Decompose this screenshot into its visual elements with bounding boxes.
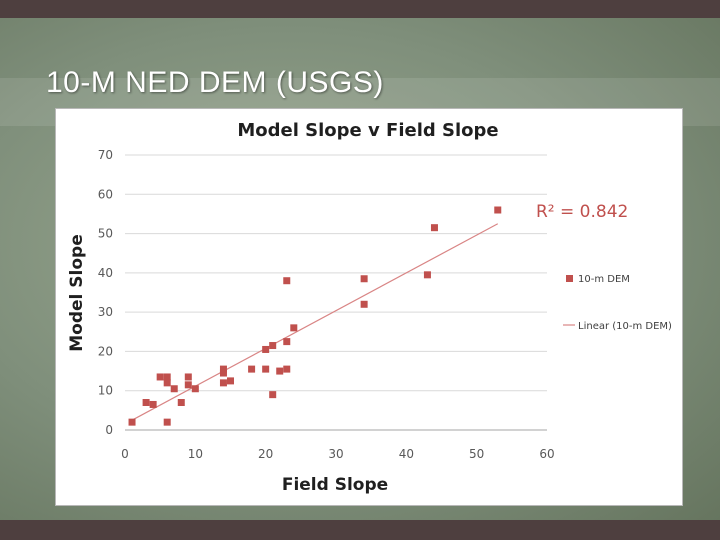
- gridlines: [125, 154, 547, 431]
- scatter-chart: Model Slope v Field Slope Model Slope Fi…: [67, 120, 672, 495]
- y-tick-label: 0: [105, 423, 113, 437]
- data-point: [360, 300, 368, 308]
- data-point: [423, 271, 431, 279]
- y-tick-label: 10: [98, 384, 113, 398]
- x-tick-label: 40: [399, 447, 414, 461]
- data-point: [494, 206, 502, 214]
- y-tick-label: 70: [98, 148, 113, 162]
- top-border-bar: [0, 0, 720, 18]
- data-points: [128, 206, 502, 426]
- data-point: [170, 385, 178, 393]
- legend-marker-series: [566, 275, 573, 282]
- chart-title: Model Slope v Field Slope: [237, 120, 498, 141]
- data-point: [219, 365, 227, 373]
- x-tick-label: 0: [121, 447, 129, 461]
- data-point: [269, 342, 277, 350]
- data-point: [163, 379, 171, 387]
- data-point: [227, 377, 234, 385]
- data-point: [149, 400, 157, 408]
- chart-panel: Model Slope v Field Slope Model Slope Fi…: [55, 108, 683, 506]
- x-tick-label: 60: [539, 447, 554, 461]
- data-point: [219, 369, 227, 377]
- data-point: [191, 385, 199, 393]
- x-tick-label: 20: [258, 447, 273, 461]
- x-tick-label: 10: [188, 447, 203, 461]
- data-point: [248, 365, 256, 373]
- data-point: [184, 373, 192, 381]
- data-point: [156, 373, 164, 381]
- legend: 10-m DEM Linear (10-m DEM): [563, 274, 672, 332]
- y-tick-label: 30: [98, 305, 113, 319]
- data-point: [262, 365, 270, 373]
- axis-ticks: 0 10 20 30 40 50 60 70 0 10 20 30 40 50 60: [98, 148, 555, 461]
- data-point: [283, 277, 291, 285]
- data-point: [177, 399, 185, 406]
- x-axis-label: Field Slope: [282, 475, 388, 495]
- data-point: [290, 324, 298, 332]
- slide-title: 10-M NED DEM (USGS): [46, 66, 384, 99]
- y-tick-label: 20: [98, 344, 113, 358]
- data-point: [269, 391, 277, 399]
- y-tick-label: 50: [98, 227, 113, 241]
- x-tick-label: 30: [328, 447, 343, 461]
- data-point: [283, 338, 291, 346]
- r-squared-annotation: R² = 0.842: [536, 202, 628, 222]
- data-point: [262, 345, 270, 353]
- data-point: [283, 365, 291, 373]
- data-point: [219, 379, 227, 387]
- data-point: [163, 418, 171, 426]
- y-tick-label: 60: [98, 187, 113, 201]
- data-point: [128, 418, 136, 426]
- legend-trendline-label: Linear (10-m DEM): [578, 321, 672, 332]
- legend-series-label: 10-m DEM: [578, 274, 630, 285]
- x-tick-label: 50: [469, 447, 484, 461]
- data-point: [184, 381, 192, 389]
- y-axis-label: Model Slope: [67, 234, 87, 352]
- data-point: [142, 399, 150, 406]
- bottom-border-bar: [0, 520, 720, 540]
- data-point: [360, 275, 368, 283]
- y-tick-label: 40: [98, 266, 113, 280]
- data-point: [430, 224, 438, 232]
- data-point: [276, 367, 284, 375]
- data-point: [163, 373, 171, 381]
